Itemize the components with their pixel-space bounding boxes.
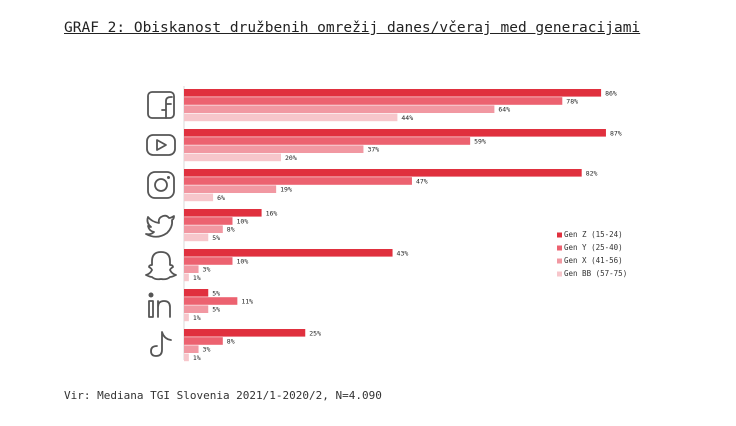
data-label: 44% (401, 114, 413, 122)
legend-swatch (557, 232, 562, 238)
data-label: 78% (566, 98, 578, 106)
snapchat-icon (145, 251, 177, 281)
bar-twitter-2 (184, 217, 233, 225)
bar-snapchat-2 (184, 257, 233, 265)
bar-tiktok-4 (184, 353, 189, 362)
instagram-icon (147, 171, 175, 199)
legend-label: Gen BB (57-75) (564, 269, 627, 278)
legend-swatch (557, 271, 562, 277)
data-label: 5% (212, 289, 220, 297)
data-label: 10% (237, 218, 249, 226)
data-label: 3% (203, 266, 211, 274)
bar-facebook-3 (184, 105, 495, 113)
bar-linkedin-3 (184, 305, 209, 313)
bar-instagram-4 (184, 193, 214, 202)
bar-twitter-4 (184, 233, 209, 242)
data-label: 59% (474, 138, 486, 146)
data-label: 47% (416, 178, 428, 186)
bar-twitter-1 (184, 209, 262, 217)
bar-facebook-2 (184, 97, 563, 105)
bar-instagram-2 (184, 177, 412, 185)
data-label: 8% (227, 226, 235, 234)
bars (184, 89, 606, 362)
bar-linkedin-4 (184, 313, 189, 322)
bar-linkedin-2 (184, 297, 238, 305)
bar-tiktok-1 (184, 329, 306, 337)
bar-youtube-1 (184, 129, 606, 137)
data-label: 16% (266, 209, 278, 217)
bar-tiktok-3 (184, 345, 199, 353)
facebook-icon (147, 91, 175, 119)
twitter-icon (145, 214, 175, 238)
legend-label: Gen X (41-56) (564, 256, 623, 265)
legend: Gen Z (15-24) Gen Y (25-40) Gen X (41-56) G… (557, 230, 627, 278)
data-label: 87% (610, 129, 622, 137)
bar-snapchat-1 (184, 249, 393, 257)
data-label: 82% (586, 169, 598, 177)
data-label: 6% (217, 194, 225, 202)
data-label: 1% (193, 354, 201, 362)
data-label: 5% (212, 234, 220, 242)
bar-snapchat-3 (184, 265, 199, 273)
bar-tiktok-2 (184, 337, 223, 345)
linkedin-icon (148, 292, 171, 318)
tiktok-icon (150, 331, 172, 357)
legend-label: Gen Y (25-40) (564, 243, 623, 252)
bar-instagram-1 (184, 169, 582, 177)
data-label: 64% (498, 106, 510, 114)
legend-swatch (557, 245, 562, 251)
data-label: 5% (212, 306, 220, 314)
bar-youtube-2 (184, 137, 471, 145)
youtube-icon (146, 134, 176, 156)
bar-snapchat-4 (184, 273, 189, 282)
data-label: 43% (397, 249, 409, 257)
legend-swatch (557, 258, 562, 264)
data-label: 37% (367, 146, 379, 154)
data-label: 8% (227, 338, 235, 346)
bar-youtube-3 (184, 145, 364, 153)
source-note: Vir: Mediana TGI Slovenia 2021/1-2020/2,… (64, 389, 382, 402)
data-label: 86% (605, 89, 617, 97)
data-label: 1% (193, 274, 201, 282)
data-label: 25% (309, 329, 321, 337)
data-label: 1% (193, 314, 201, 322)
bar-twitter-3 (184, 225, 223, 233)
data-label: 3% (203, 346, 211, 354)
data-label: 11% (241, 298, 253, 306)
bar-facebook-1 (184, 89, 602, 97)
bar-instagram-3 (184, 185, 277, 193)
category-icons (145, 91, 177, 357)
data-label: 19% (280, 186, 292, 194)
data-label: 10% (237, 258, 249, 266)
bar-facebook-4 (184, 113, 398, 122)
data-labels: 86% 78% 64% 44% 87% 59% 37% 20% 82% 47% 19% 6% 16% 10… (193, 89, 622, 362)
chart-title: GRAF 2: Obiskanost družbenih omrežij dan… (64, 20, 641, 36)
bar-linkedin-1 (184, 289, 209, 297)
data-label: 20% (285, 154, 297, 162)
legend-label: Gen Z (15-24) (564, 230, 623, 239)
bar-youtube-4 (184, 153, 281, 162)
